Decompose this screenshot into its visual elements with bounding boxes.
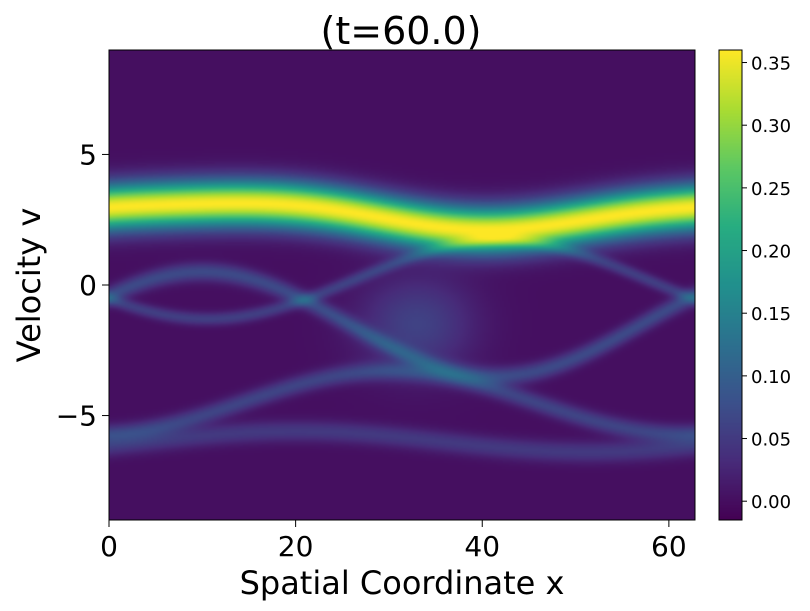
x-tick-label: 20: [278, 530, 314, 563]
colorbar-tick-label: 0.25: [751, 179, 791, 200]
colorbar-tick-label: 0.20: [751, 242, 791, 263]
colorbar-frame: [718, 49, 743, 521]
x-tick-label: 40: [464, 530, 500, 563]
colorbar-tick-label: 0.05: [751, 430, 791, 451]
colorbar-tick-label: 0.30: [751, 116, 791, 137]
colorbar-tick-label: 0.00: [751, 492, 791, 513]
colorbar-tick-label: 0.35: [751, 54, 791, 75]
colorbar-axis: 0.00 0.05 0.10 0.15 0.20 0.25 0.30 0.35: [742, 54, 791, 513]
x-tick-label: 60: [651, 530, 687, 563]
colorbar-tick-label: 0.15: [751, 304, 791, 325]
x-axis-label: Spatial Coordinate x: [240, 564, 565, 602]
y-tick-label: 5: [79, 138, 97, 171]
y-axis: −5 0 5: [56, 138, 109, 433]
x-axis: 0 20 40 60: [100, 520, 687, 563]
colorbar-image: [719, 50, 742, 520]
y-tick-label: −5: [56, 400, 97, 433]
y-tick-label: 0: [79, 269, 97, 302]
chart-title: (t=60.0): [321, 9, 482, 53]
y-axis-label: Velocity v: [10, 208, 48, 363]
colorbar-tick-label: 0.10: [751, 367, 791, 388]
heatmap-image: [109, 50, 695, 520]
x-tick-label: 0: [100, 530, 118, 563]
